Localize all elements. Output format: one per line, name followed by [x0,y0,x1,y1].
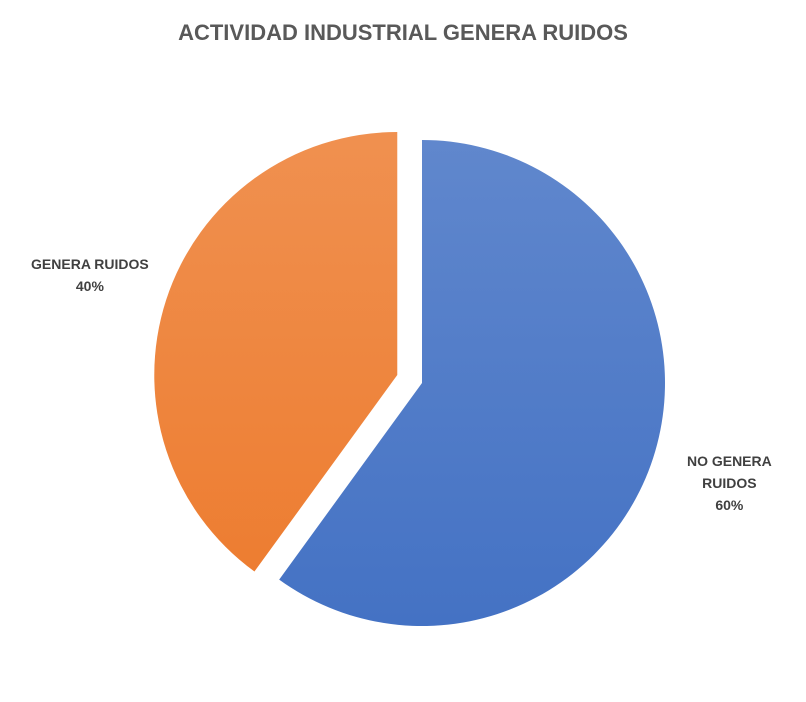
category-label: NO GENERA RUIDOS [686,452,772,491]
category-label: GENERA RUIDOS [31,256,149,273]
data-label: NO GENERA RUIDOS 60% [674,450,784,516]
chart-title: ACTIVIDAD INDUSTRIAL GENERA RUIDOS [178,20,628,45]
pie-slice [279,140,665,626]
value-label: 60% [715,496,744,513]
value-label: 40% [75,278,104,295]
data-label: GENERA RUIDOS 40% [15,253,165,297]
pie-slice [154,131,398,572]
